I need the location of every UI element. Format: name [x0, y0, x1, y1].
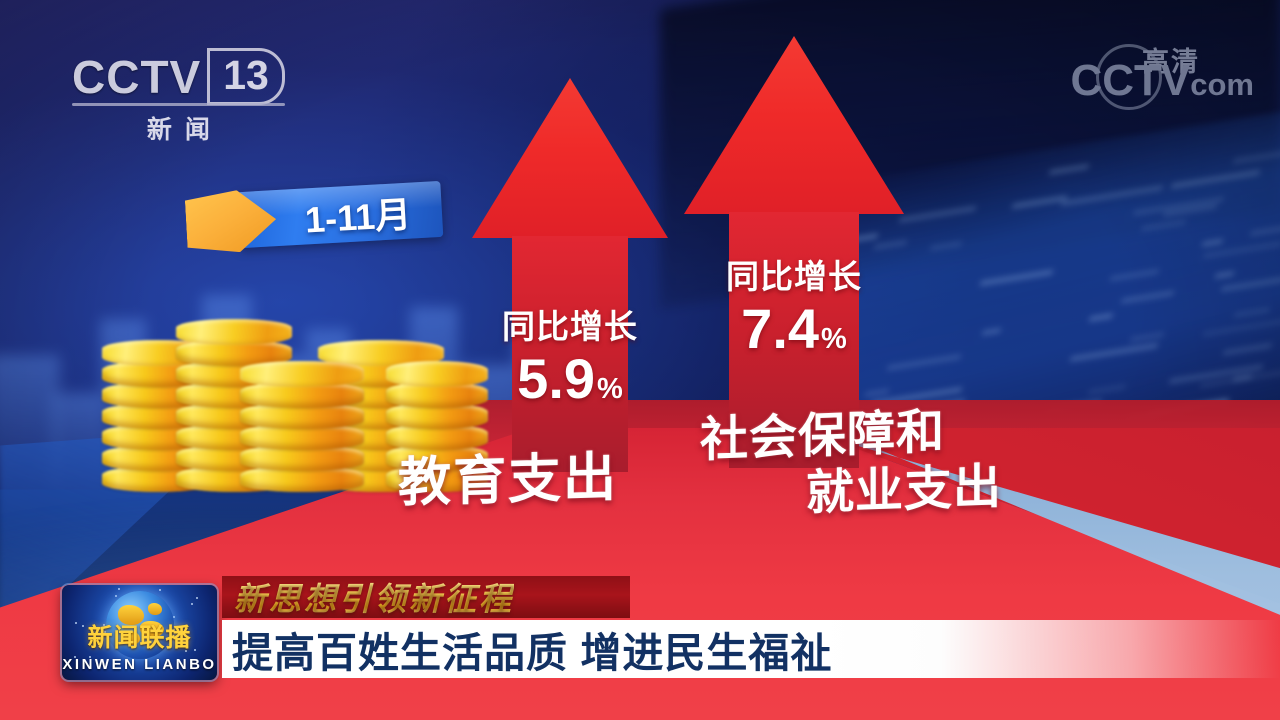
- globe-landmass: [148, 603, 162, 615]
- logo-star: [191, 603, 193, 605]
- headline-text: 提高百姓生活品质 增进民生福祉: [232, 619, 832, 679]
- coin-stack: [240, 356, 364, 492]
- arrow-head-icon: [472, 78, 668, 238]
- program-logo: 新闻联播 XINWEN LIANBO: [62, 585, 217, 680]
- lower-third: 新闻联播 XINWEN LIANBO 新思想引领新征程 提高百姓生活品质 增进民…: [0, 560, 1280, 720]
- logo-star: [115, 595, 117, 597]
- channel-logo-underline: [72, 103, 285, 106]
- coin: [240, 361, 364, 387]
- percent-sign-social: %: [821, 323, 847, 355]
- headline-bar: 提高百姓生活品质 增进民生福祉: [222, 620, 1280, 678]
- channel-logo-word: CCTV: [72, 50, 201, 104]
- logo-star: [159, 589, 161, 591]
- category-label-education: 教育支出: [398, 435, 618, 517]
- cctv-com-watermark: 高清 CCTVcom: [1070, 56, 1254, 106]
- channel-logo-number: 13: [207, 48, 285, 105]
- period-badge-label: 1-11月: [276, 179, 439, 250]
- coin: [176, 319, 292, 345]
- kicker-bar: 新思想引领新征程: [222, 576, 630, 618]
- growth-value-education-number: 5.9: [517, 347, 595, 410]
- growth-label-social: 同比增长: [684, 260, 904, 293]
- channel-logo-row: CCTV 13: [72, 48, 285, 105]
- growth-value-social-number: 7.4: [741, 297, 819, 360]
- program-logo-en: XINWEN LIANBO: [62, 656, 217, 673]
- arrow-head-icon: [684, 36, 904, 214]
- kicker-text: 新思想引领新征程: [234, 574, 514, 620]
- logo-star: [196, 597, 198, 599]
- coin: [386, 361, 488, 387]
- growth-value-social: 7.4%: [684, 301, 904, 357]
- channel-logo-subtitle: 新闻: [72, 110, 285, 146]
- category-label-social-line2: 就业支出: [806, 447, 1002, 524]
- watermark-com: com: [1190, 67, 1254, 102]
- watermark-text: CCTVcom: [1070, 56, 1254, 106]
- channel-logo: CCTV 13 新闻: [72, 48, 285, 146]
- watermark-cctv: CCTV: [1070, 56, 1190, 105]
- arrow-social-text: 同比增长 7.4%: [684, 260, 904, 357]
- percent-sign-education: %: [597, 373, 623, 405]
- program-logo-cn: 新闻联播: [62, 618, 217, 654]
- logo-star: [118, 588, 120, 590]
- broadcast-screen: 同比增长 5.9% 同比增长 7.4% 1-11月 教育支出 社会保障和 就业支…: [0, 0, 1280, 720]
